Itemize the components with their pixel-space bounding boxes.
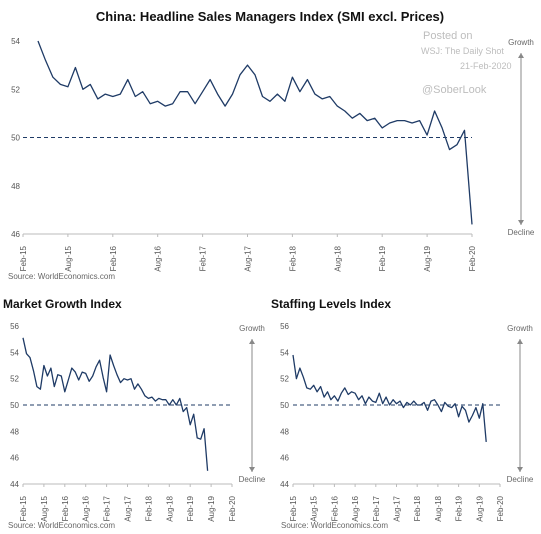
headline-chart: China: Headline Sales Managers Index (SM… bbox=[8, 9, 535, 281]
market-growth-series-line bbox=[22, 337, 209, 471]
staffing-levels-y-tick-label: 44 bbox=[280, 480, 289, 489]
market-growth-x-tick-label: Aug-17 bbox=[124, 495, 133, 521]
staffing-levels-series-line bbox=[292, 354, 487, 442]
headline-x-tick-label: Aug-16 bbox=[154, 245, 163, 271]
market-growth-x-tick-label: Feb-20 bbox=[228, 495, 237, 521]
staffing-levels-x-tick-label: Feb-20 bbox=[496, 495, 505, 521]
headline-chart-title: China: Headline Sales Managers Index (SM… bbox=[96, 9, 444, 24]
watermark-source: WSJ: The Daily Shot bbox=[421, 46, 504, 56]
market-growth-y-tick-label: 56 bbox=[10, 322, 19, 331]
staffing-levels-x-tick-label: Feb-16 bbox=[330, 495, 339, 521]
arrow-down-icon bbox=[518, 220, 524, 225]
market-growth-y-tick-label: 54 bbox=[10, 348, 19, 357]
headline-x-tick-label: Feb-20 bbox=[468, 245, 477, 271]
staffing-levels-x-tick-label: Aug-17 bbox=[393, 495, 402, 521]
staffing-levels-x-tick-label: Aug-15 bbox=[310, 495, 319, 521]
market-growth-x-tick-label: Aug-16 bbox=[82, 495, 91, 521]
headline-x-tick-label: Feb-17 bbox=[199, 245, 208, 271]
market-growth-y-tick-label: 52 bbox=[10, 375, 19, 384]
headline-x-tick-label: Aug-18 bbox=[333, 245, 342, 271]
staffing-levels-y-tick-label: 50 bbox=[280, 401, 289, 410]
market-growth-growth-label: Growth bbox=[239, 324, 265, 333]
market-growth-x-tick-label: Aug-15 bbox=[40, 495, 49, 521]
headline-x-tick-label: Aug-19 bbox=[423, 245, 432, 271]
market-growth-x-tick-label: Aug-18 bbox=[165, 495, 174, 521]
staffing-levels-x-tick-label: Aug-16 bbox=[351, 495, 360, 521]
headline-y-tick-label: 54 bbox=[11, 37, 20, 46]
market-growth-y-tick-label: 46 bbox=[10, 454, 19, 463]
market-growth-chart: Market Growth Index 44 46 48 50 52 54 56 Feb-15… bbox=[3, 297, 266, 530]
headline-y-tick-label: 52 bbox=[11, 85, 20, 94]
staffing-levels-x-tick-label: Feb-18 bbox=[413, 495, 422, 521]
arrow-up-icon bbox=[517, 339, 523, 344]
market-growth-x-tick-label: Feb-15 bbox=[19, 495, 28, 521]
headline-x-tick-label: Feb-18 bbox=[288, 245, 297, 271]
staffing-levels-y-tick-label: 46 bbox=[280, 454, 289, 463]
headline-x-tick-label: Feb-15 bbox=[19, 245, 28, 271]
headline-series-line bbox=[37, 40, 473, 225]
arrow-up-icon bbox=[249, 339, 255, 344]
headline-y-tick-label: 46 bbox=[11, 230, 20, 239]
staffing-levels-x-tick-label: Feb-15 bbox=[289, 495, 298, 521]
staffing-levels-y-tick-label: 56 bbox=[280, 322, 289, 331]
market-growth-x-tick-label: Feb-17 bbox=[103, 495, 112, 521]
market-growth-y-tick-label: 44 bbox=[10, 480, 19, 489]
market-growth-decline-label: Decline bbox=[239, 475, 266, 484]
staffing-levels-decline-label: Decline bbox=[507, 475, 534, 484]
arrow-down-icon bbox=[517, 467, 523, 472]
staffing-levels-x-tick-label: Aug-18 bbox=[434, 495, 443, 521]
headline-growth-label: Growth bbox=[508, 38, 534, 47]
headline-chart-source: Source: WorldEconomics.com bbox=[8, 272, 115, 281]
market-growth-x-tick-label: Feb-19 bbox=[186, 495, 195, 521]
staffing-levels-chart-source: Source: WorldEconomics.com bbox=[281, 521, 388, 530]
market-growth-y-tick-label: 48 bbox=[10, 427, 19, 436]
arrow-down-icon bbox=[249, 467, 255, 472]
watermark-handle: @SoberLook bbox=[422, 84, 487, 96]
staffing-levels-x-tick-label: Feb-17 bbox=[372, 495, 381, 521]
headline-y-tick-label: 48 bbox=[11, 182, 20, 191]
headline-y-tick-label: 50 bbox=[11, 134, 20, 143]
market-growth-chart-title: Market Growth Index bbox=[3, 297, 122, 311]
staffing-levels-y-tick-label: 48 bbox=[280, 427, 289, 436]
staffing-levels-x-tick-label: Aug-19 bbox=[475, 495, 484, 521]
arrow-up-icon bbox=[518, 53, 524, 58]
staffing-levels-chart-title: Staffing Levels Index bbox=[271, 297, 391, 311]
market-growth-x-tick-label: Feb-16 bbox=[61, 495, 70, 521]
market-growth-x-tick-label: Feb-18 bbox=[144, 495, 153, 521]
staffing-levels-y-tick-label: 54 bbox=[280, 348, 289, 357]
headline-x-tick-label: Feb-19 bbox=[378, 245, 387, 271]
headline-decline-label: Decline bbox=[508, 228, 535, 237]
staffing-levels-x-tick-label: Feb-19 bbox=[455, 495, 464, 521]
staffing-levels-growth-label: Growth bbox=[507, 324, 533, 333]
market-growth-x-tick-label: Aug-19 bbox=[207, 495, 216, 521]
watermark-posted-on: Posted on bbox=[423, 30, 473, 42]
staffing-levels-chart: Staffing Levels Index 44 46 48 50 52 54 56 Feb-… bbox=[271, 297, 534, 530]
staffing-levels-y-tick-label: 52 bbox=[280, 375, 289, 384]
watermark-date: 21-Feb-2020 bbox=[460, 61, 512, 71]
headline-x-tick-label: Feb-16 bbox=[109, 245, 118, 271]
watermark: Posted on WSJ: The Daily Shot 21-Feb-202… bbox=[421, 30, 512, 96]
headline-x-tick-label: Aug-17 bbox=[244, 245, 253, 271]
market-growth-y-tick-label: 50 bbox=[10, 401, 19, 410]
headline-x-tick-label: Aug-15 bbox=[64, 245, 73, 271]
market-growth-chart-source: Source: WorldEconomics.com bbox=[8, 521, 115, 530]
